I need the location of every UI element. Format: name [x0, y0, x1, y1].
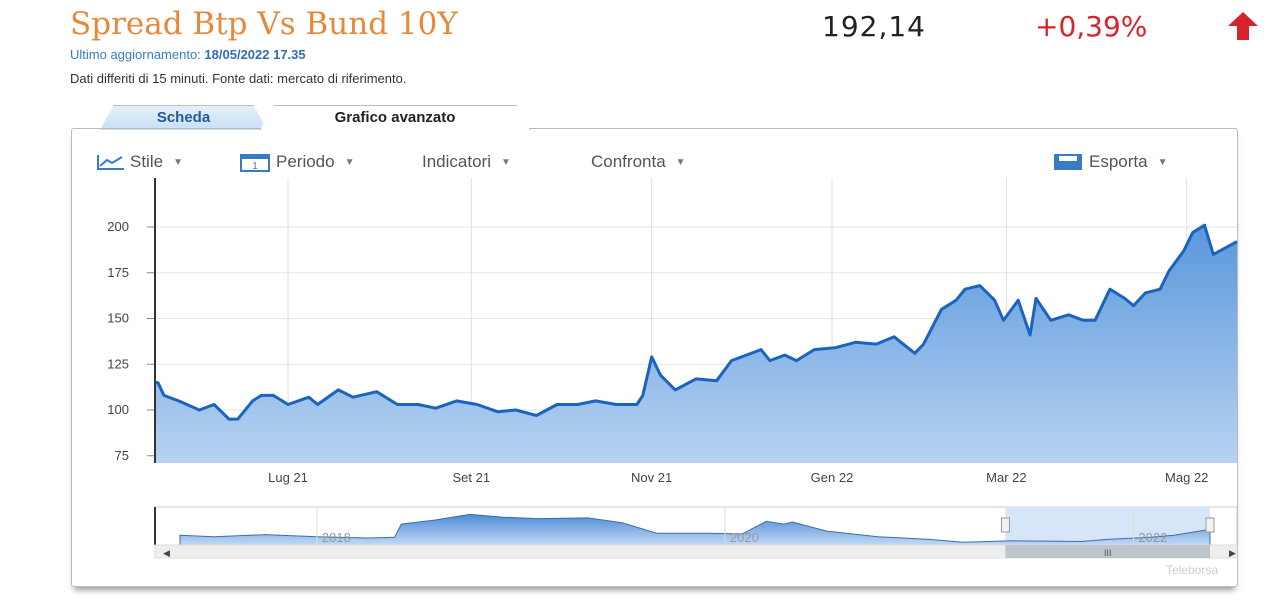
spread-line — [155, 223, 1238, 421]
scrollbar-grip-icon: III — [1104, 548, 1112, 558]
compare-menu[interactable]: Confronta ▼ — [591, 152, 686, 172]
x-tick-label: Nov 21 — [631, 470, 672, 485]
x-tick-label: Mag 22 — [1165, 470, 1208, 485]
y-tick-label: 150 — [107, 311, 129, 326]
navigator-handle[interactable] — [1205, 517, 1215, 533]
tab-grafico-avanzato[interactable]: Grafico avanzato — [260, 105, 530, 130]
export-menu[interactable]: Esporta ▼ — [1053, 152, 1168, 172]
calendar-icon: 1 — [240, 154, 270, 172]
last-update-label: Ultimo aggiornamento: — [70, 47, 201, 62]
spread-area — [155, 225, 1237, 463]
chevron-down-icon: ▼ — [675, 156, 686, 168]
svg-text:1: 1 — [252, 161, 258, 172]
style-menu[interactable]: Stile ▼ — [96, 152, 183, 172]
last-update-value: 18/05/2022 17.35 — [204, 47, 306, 62]
scroll-left-icon[interactable]: ◀ — [163, 548, 170, 558]
scroll-right-icon[interactable]: ▶ — [1229, 548, 1236, 558]
indicators-label: Indicatori — [422, 152, 491, 171]
page-title: Spread Btp Vs Bund 10Y — [70, 6, 458, 42]
change-percent: +0,39% — [1035, 10, 1148, 43]
save-icon — [1054, 154, 1082, 170]
teleborsa-credit: Teleborsa — [1165, 563, 1218, 577]
x-tick-label: Lug 21 — [268, 470, 308, 485]
arrow-up-icon — [1228, 12, 1258, 40]
scrollbar-thumb[interactable] — [1005, 545, 1210, 558]
scrollbar-track[interactable] — [154, 544, 1238, 559]
period-label: Periodo — [276, 152, 335, 171]
tab-scheda[interactable]: Scheda — [100, 105, 267, 130]
chevron-down-icon: ▼ — [500, 156, 511, 168]
chevron-down-icon: ▼ — [344, 156, 355, 168]
y-tick-label: 75 — [115, 448, 129, 463]
style-label: Stile — [130, 152, 164, 171]
indicators-menu[interactable]: Indicatori ▼ — [422, 152, 511, 172]
navigator-year-label: 2022 — [1138, 530, 1167, 545]
y-tick-label: 125 — [107, 356, 129, 371]
y-tick-label: 175 — [107, 265, 129, 280]
period-menu[interactable]: 1 Periodo ▼ — [240, 152, 355, 172]
last-update: Ultimo aggiornamento: 18/05/2022 17.35 — [70, 47, 306, 62]
export-label: Esporta — [1089, 152, 1148, 171]
x-tick-label: Gen 22 — [811, 470, 854, 485]
price-value: 192,14 — [822, 10, 926, 43]
navigator-year-label: 2018 — [322, 530, 351, 545]
navigator-year-label: 2020 — [730, 530, 759, 545]
x-tick-label: Set 21 — [453, 470, 491, 485]
chart-panel — [71, 128, 1238, 587]
x-tick-label: Mar 22 — [986, 470, 1026, 485]
line-chart-icon — [97, 155, 124, 170]
y-tick-label: 200 — [107, 219, 129, 234]
data-delay-note: Dati differiti di 15 minuti. Fonte dati:… — [70, 71, 407, 86]
navigator-series — [179, 513, 1211, 546]
chevron-down-icon: ▼ — [1157, 156, 1168, 168]
compare-label: Confronta — [591, 152, 666, 171]
chevron-down-icon: ▼ — [173, 156, 183, 168]
navigator-handle[interactable] — [1000, 517, 1010, 533]
y-tick-label: 100 — [107, 402, 129, 417]
